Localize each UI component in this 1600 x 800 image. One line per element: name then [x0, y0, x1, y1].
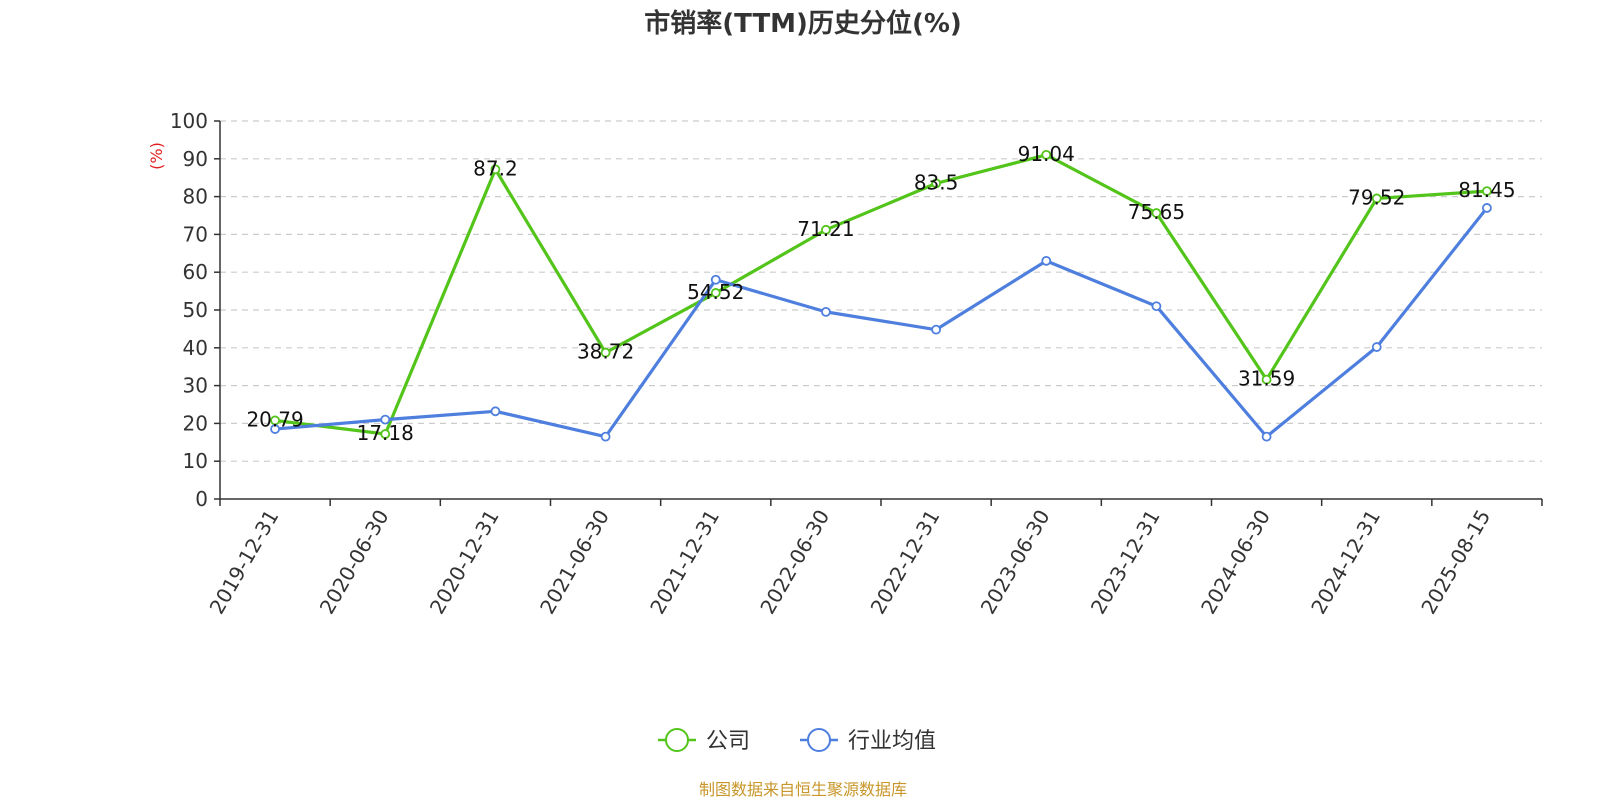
- y-tick-label: 70: [183, 222, 208, 246]
- data-point: [1261, 374, 1272, 385]
- x-tick-label: 2019-12-31: [205, 506, 284, 619]
- legend-label: 公司: [706, 729, 750, 754]
- y-tick-label: 40: [183, 336, 208, 360]
- chart-title: 市销率(TTM)历史分位(%): [644, 8, 962, 39]
- data-point: [931, 178, 941, 189]
- legend-label: 行业均值: [848, 729, 936, 754]
- y-axis-unit-label: (%): [147, 142, 166, 170]
- data-label: 31.59: [1238, 367, 1295, 391]
- data-point: [600, 347, 611, 358]
- data-point: [710, 288, 721, 298]
- data-label: 79.52: [1348, 185, 1405, 209]
- data-point: [1482, 186, 1492, 197]
- data-labels: 20.79 17.18 87.2 38.72 54.52 71.21 83.5 91.04 75…: [246, 142, 1515, 445]
- data-point: [380, 414, 391, 425]
- data-point: [1041, 149, 1052, 160]
- y-tick-label: 10: [183, 449, 208, 473]
- data-point: [600, 431, 611, 442]
- data-label: 87.2: [473, 156, 518, 180]
- data-label: 83.5: [914, 170, 959, 194]
- x-tick-label: 2025-08-15: [1416, 506, 1495, 619]
- y-tick-label: 20: [183, 411, 208, 435]
- data-point: [380, 429, 391, 439]
- x-tick-label: 2021-12-31: [645, 506, 724, 619]
- x-tick-label: 2023-06-30: [976, 506, 1055, 619]
- data-label: 91.04: [1018, 142, 1075, 166]
- data-point: [1261, 431, 1272, 442]
- series-industry-average: [270, 203, 1492, 442]
- gridlines: [220, 120, 1542, 462]
- data-point: [1151, 301, 1162, 312]
- y-tick-label: 50: [183, 298, 208, 322]
- data-point: [490, 406, 501, 417]
- data-label: 20.79: [246, 407, 303, 431]
- data-point: [821, 224, 831, 235]
- x-tick-label: 2022-06-30: [755, 506, 834, 619]
- y-tick-label: 30: [183, 374, 208, 398]
- x-tick-label: 2021-06-30: [535, 506, 614, 619]
- data-point: [1482, 203, 1492, 213]
- data-point: [490, 164, 501, 175]
- data-point: [710, 274, 721, 285]
- data-label: 75.65: [1128, 200, 1185, 224]
- legend-item[interactable]: 行业均值: [800, 728, 936, 754]
- x-tick-label: 2020-12-31: [425, 506, 504, 619]
- y-tick-label: 80: [183, 185, 208, 209]
- legend-item[interactable]: 公司: [658, 728, 750, 754]
- x-tick-label: 2024-12-31: [1306, 506, 1385, 619]
- series: [270, 149, 1492, 442]
- data-label: 38.72: [577, 340, 634, 364]
- data-source-note: 制图数据来自恒生聚源数据库: [699, 780, 907, 799]
- series-company: [270, 149, 1492, 439]
- x-tick-label: 2023-12-31: [1086, 506, 1165, 619]
- data-point: [821, 306, 831, 317]
- data-label: 71.21: [797, 217, 854, 241]
- data-point: [1041, 255, 1052, 266]
- series-line: [274, 153, 1488, 436]
- legend: 公司 行业均值: [658, 728, 936, 754]
- y-tick-label: 90: [183, 147, 208, 171]
- y-tick-label: 60: [183, 260, 208, 284]
- data-point: [1371, 342, 1382, 352]
- axes: 0 10 20 30 40 50 60 70 80 90 100 2019-12-31 2020-06-…: [170, 109, 1543, 619]
- y-tick-label: 100: [170, 109, 208, 133]
- data-point: [1371, 193, 1382, 204]
- x-tick-label: 2020-06-30: [315, 506, 394, 619]
- data-point: [1151, 208, 1162, 218]
- data-label: 17.18: [357, 421, 414, 445]
- data-point: [270, 424, 280, 434]
- data-label: 81.45: [1458, 178, 1515, 202]
- x-tick-label: 2022-12-31: [866, 506, 945, 619]
- y-tick-label: 0: [195, 487, 208, 511]
- legend-marker: [665, 728, 689, 752]
- data-point: [931, 324, 941, 335]
- x-tick-label: 2024-06-30: [1196, 506, 1275, 619]
- series-line: [274, 206, 1489, 439]
- legend-marker: [807, 728, 831, 752]
- data-label: 54.52: [687, 280, 744, 304]
